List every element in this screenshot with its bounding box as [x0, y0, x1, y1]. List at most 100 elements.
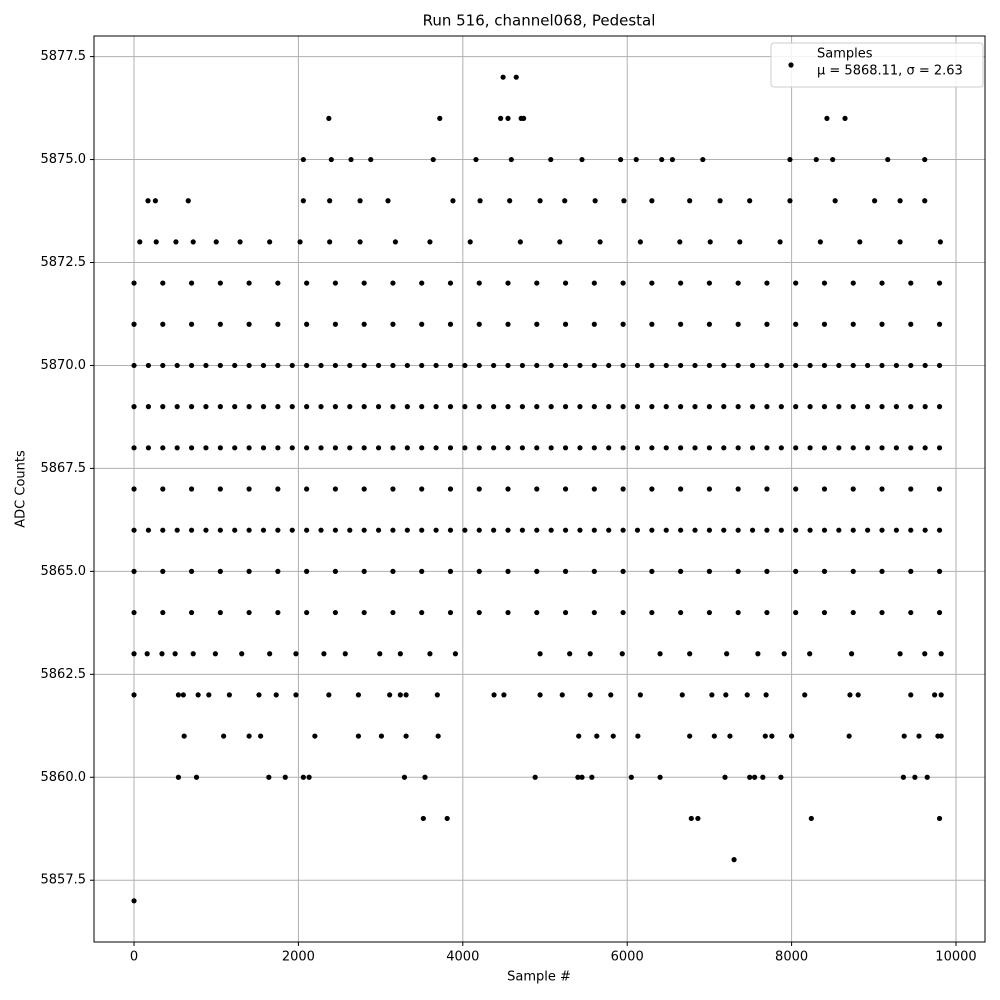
point — [347, 362, 353, 369]
point — [232, 527, 238, 533]
point — [619, 651, 625, 657]
point — [237, 239, 243, 245]
point — [936, 280, 943, 286]
point — [807, 651, 813, 657]
point — [152, 198, 159, 204]
point — [548, 404, 554, 410]
point — [203, 445, 209, 451]
point — [879, 362, 885, 369]
y-tick-label: 5860.0 — [41, 770, 87, 785]
point — [706, 568, 712, 574]
point — [357, 198, 363, 204]
point — [749, 445, 756, 451]
point — [620, 609, 626, 616]
point — [188, 568, 195, 574]
point — [537, 198, 543, 204]
point — [172, 651, 178, 657]
point — [447, 527, 454, 533]
point — [879, 404, 885, 410]
point — [793, 404, 799, 410]
point — [433, 362, 439, 369]
point — [232, 362, 238, 369]
point — [203, 527, 209, 533]
point — [821, 445, 828, 451]
point — [846, 733, 852, 739]
point — [649, 527, 655, 533]
point — [318, 527, 324, 533]
point — [744, 692, 750, 698]
y-tick-label: 5870.0 — [41, 358, 87, 373]
point — [505, 362, 511, 369]
point — [377, 651, 383, 657]
point — [678, 568, 684, 574]
point — [419, 445, 425, 451]
point — [548, 527, 554, 533]
point — [476, 486, 482, 492]
point — [735, 568, 741, 574]
point — [706, 486, 712, 492]
point — [260, 362, 267, 369]
point — [390, 445, 396, 451]
point — [769, 733, 775, 739]
point — [355, 733, 362, 739]
point — [620, 321, 626, 327]
point — [908, 445, 914, 451]
point — [579, 156, 585, 163]
point — [879, 445, 885, 451]
point — [634, 362, 641, 369]
point — [267, 651, 273, 657]
point — [217, 527, 223, 533]
point — [404, 527, 410, 533]
point — [174, 362, 180, 369]
point — [532, 774, 538, 780]
point — [692, 445, 698, 451]
point — [763, 692, 769, 698]
point — [938, 651, 944, 657]
point — [793, 568, 799, 574]
point — [850, 280, 856, 286]
point — [900, 774, 906, 780]
point — [731, 857, 737, 863]
point — [246, 527, 252, 533]
point — [591, 568, 597, 574]
point — [361, 280, 367, 286]
point — [476, 609, 482, 616]
point — [385, 198, 391, 204]
point — [390, 362, 396, 369]
point — [777, 239, 783, 245]
point — [832, 198, 838, 204]
point — [318, 445, 324, 451]
point — [634, 404, 641, 410]
point — [232, 445, 238, 451]
x-tick-label: 6000 — [611, 950, 644, 965]
point — [188, 486, 195, 492]
x-tick-label: 10000 — [935, 950, 976, 965]
point — [589, 774, 595, 780]
point — [649, 568, 655, 574]
point — [747, 198, 753, 204]
point — [347, 527, 353, 533]
point — [936, 321, 943, 327]
point — [788, 733, 795, 739]
point — [637, 239, 643, 245]
point — [361, 362, 367, 369]
point — [548, 362, 554, 369]
point — [217, 280, 223, 286]
point — [836, 527, 842, 533]
point — [427, 239, 433, 245]
point — [476, 445, 482, 451]
point — [908, 404, 914, 410]
point — [433, 445, 439, 451]
point — [916, 733, 922, 739]
point — [793, 321, 799, 327]
point — [260, 445, 267, 451]
point — [289, 445, 295, 451]
point — [361, 445, 367, 451]
y-tick-label: 5867.5 — [41, 461, 87, 476]
x-tick-label: 8000 — [775, 950, 808, 965]
point — [764, 445, 770, 451]
point — [597, 239, 603, 245]
point — [692, 404, 698, 410]
point — [312, 733, 318, 739]
point — [419, 527, 425, 533]
